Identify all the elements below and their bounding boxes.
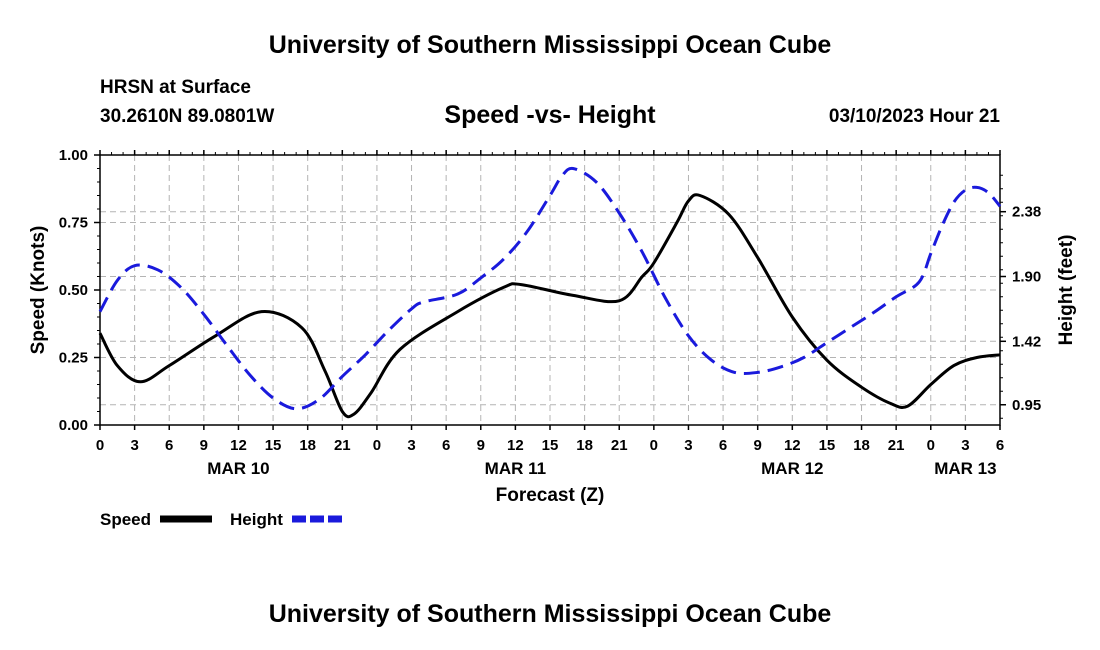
- x-tick-label: 6: [165, 437, 173, 454]
- forecast-datetime: 03/10/2023 Hour 21: [828, 106, 1000, 127]
- x-tick-label: 9: [754, 437, 762, 454]
- x-axis-title: Forecast (Z): [496, 485, 605, 506]
- x-tick-label: 12: [784, 437, 801, 454]
- page-title: University of Southern Mississippi Ocean…: [268, 31, 832, 59]
- x-tick-label: 6: [996, 437, 1004, 454]
- y-tick-label: 0.00: [59, 417, 88, 434]
- plot-frame: [99, 154, 1001, 426]
- y-tick-label: 1.00: [59, 147, 88, 164]
- chart-subtitle: Speed -vs- Height: [444, 101, 656, 129]
- x-tick-label: 3: [961, 437, 969, 454]
- x-tick-label: 15: [819, 437, 836, 454]
- x-tick-label: 6: [719, 437, 727, 454]
- x-tick-label: 18: [853, 437, 870, 454]
- x-tick-label: 12: [507, 437, 524, 454]
- x-tick-label: 9: [477, 437, 485, 454]
- height-series-line: [98, 166, 1002, 411]
- speed-series-line: [98, 193, 1001, 419]
- legend-height-label: Height: [230, 510, 283, 529]
- date-label: MAR 11: [485, 459, 546, 478]
- x-tick-label: 6: [442, 437, 450, 454]
- x-tick-label: 0: [96, 437, 104, 454]
- x-tick-label: 0: [373, 437, 381, 454]
- footer-title: University of Southern Mississippi Ocean…: [268, 600, 832, 628]
- station-label: HRSN at Surface: [100, 77, 251, 98]
- date-label: MAR 12: [761, 459, 823, 478]
- x-tick-label: 18: [576, 437, 593, 454]
- y-tick-label: 0.50: [59, 282, 88, 299]
- x-tick-label: 3: [684, 437, 692, 454]
- x-tick-label: 9: [200, 437, 208, 454]
- x-tick-label: 3: [407, 437, 415, 454]
- date-label: MAR 13: [934, 459, 996, 478]
- x-tick-label: 15: [542, 437, 559, 454]
- date-label: MAR 10: [207, 459, 269, 478]
- x-tick-label: 0: [927, 437, 935, 454]
- x-tick-label: 3: [130, 437, 138, 454]
- x-tick-label: 12: [230, 437, 247, 454]
- x-tick-label: 18: [299, 437, 316, 454]
- y-tick-label: 0.25: [59, 350, 88, 367]
- y-axis-title: Speed (Knots): [28, 226, 49, 355]
- y2-tick-label: 0.95: [1012, 397, 1041, 414]
- x-tick-label: 0: [650, 437, 658, 454]
- y2-tick-label: 2.38: [1012, 204, 1041, 221]
- x-tick-label: 21: [888, 437, 905, 454]
- y2-tick-label: 1.90: [1012, 269, 1041, 286]
- y2-tick-label: 1.42: [1012, 333, 1041, 350]
- coordinates-label: 30.2610N 89.0801W: [100, 106, 275, 127]
- y2-axis-title: Height (feet): [1056, 235, 1077, 346]
- x-tick-label: 21: [334, 437, 351, 454]
- legend-speed-label: Speed: [100, 510, 151, 529]
- x-tick-label: 21: [611, 437, 628, 454]
- x-tick-label: 15: [265, 437, 282, 454]
- y-tick-label: 0.75: [59, 215, 88, 232]
